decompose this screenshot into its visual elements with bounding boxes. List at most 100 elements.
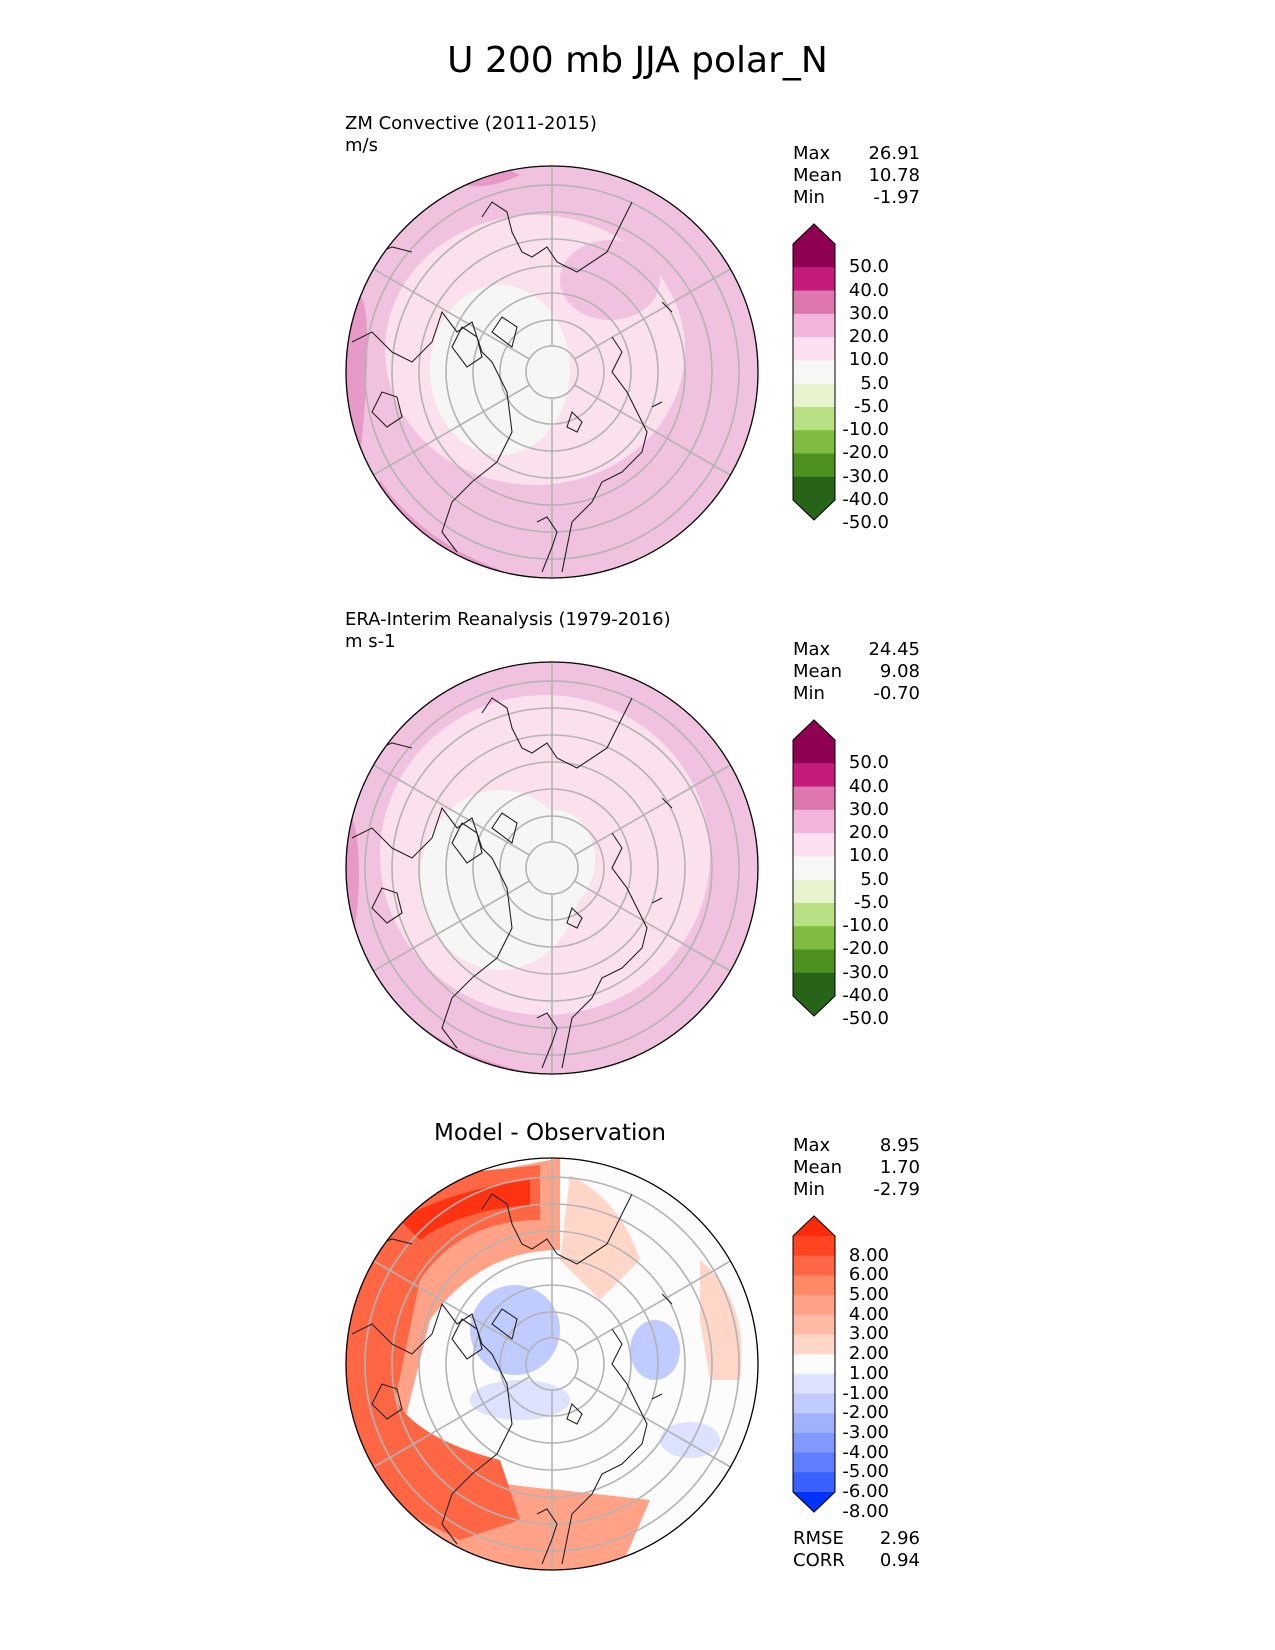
colorbar-tick-label: 8.00 (848, 1244, 889, 1266)
colorbar-segment (793, 926, 835, 950)
panel-1-map (345, 165, 759, 579)
colorbar-tick-label: -40.0 (842, 985, 889, 1006)
colorbar-segment (793, 453, 835, 478)
colorbar-tick-label: 50.0 (848, 256, 889, 278)
stat-mean-label: Mean (793, 661, 843, 682)
colorbar-segment (793, 902, 835, 927)
colorbar-segment (793, 1472, 835, 1493)
panel-2-units: m s-1 (345, 631, 396, 652)
colorbar-segment (793, 1255, 835, 1276)
colorbar-tick-label: -5.0 (853, 891, 889, 913)
colorbar-tick-label: -1.00 (842, 1382, 889, 1404)
colorbar-tick-label: -10.0 (842, 915, 889, 937)
colorbar-outline (792, 223, 836, 521)
stat-max-value: 8.95 (879, 1135, 920, 1156)
colorbar-tick-label: -8.00 (842, 1500, 889, 1522)
colorbar-extend-bottom (793, 996, 835, 1016)
colorbar-tick-label: 5.0 (860, 372, 889, 394)
colorbar-tick-label: -5.0 (853, 395, 889, 417)
colorbar-segment (793, 1334, 835, 1355)
colorbar-tick-label: -40.0 (842, 489, 889, 510)
colorbar-tick-label: 3.00 (848, 1323, 889, 1345)
colorbar-segment (793, 267, 835, 292)
colorbar-segment (793, 360, 835, 385)
stat-min-label: Min (793, 187, 825, 208)
metric-rmse-label: RMSE (793, 1528, 844, 1549)
colorbar-tick-label: 30.0 (848, 302, 889, 324)
colorbar-outline (792, 719, 836, 1017)
colorbar-tick-label: -50.0 (842, 1008, 889, 1030)
panel-3-colorbar (792, 1215, 836, 1513)
colorbar-tick-label: 5.0 (860, 868, 889, 890)
stat-mean-label: Mean (793, 1157, 843, 1178)
colorbar-tick-label: 10.0 (848, 845, 889, 867)
colorbar-tick-label: 30.0 (848, 798, 889, 820)
colorbar-tick-label: -2.00 (842, 1402, 889, 1424)
colorbar-extend-top (793, 720, 835, 740)
colorbar-segment (793, 476, 835, 501)
stat-max-value: 26.91 (868, 143, 920, 164)
panel-2-map (345, 661, 759, 1075)
colorbar-tick-label: -10.0 (842, 419, 889, 441)
colorbar-tick-label: -6.00 (842, 1481, 889, 1502)
colorbar-segment (793, 1354, 835, 1375)
colorbar-segment (793, 1413, 835, 1434)
metric-corr-value: 0.94 (879, 1550, 920, 1571)
colorbar-segment (793, 856, 835, 881)
panel-1-units: m/s (345, 135, 378, 156)
colorbar-segment (793, 786, 835, 811)
colorbar-tick-label: 20.0 (848, 326, 889, 348)
colorbar-segment (793, 740, 835, 764)
colorbar-segment (793, 244, 835, 268)
colorbar-segment (793, 383, 835, 408)
stat-min-label: Min (793, 1179, 825, 1200)
stat-min-value: -2.79 (873, 1179, 920, 1200)
stat-max-label: Max (793, 143, 831, 164)
colorbar-tick-label: 20.0 (848, 822, 889, 844)
panel-3-title: Model - Observation (433, 1120, 667, 1146)
colorbar-segment (793, 1373, 835, 1395)
colorbar-segment (793, 1393, 835, 1414)
colorbar-segment (793, 1452, 835, 1473)
figure-title: U 200 mb JJA polar_N (447, 40, 828, 81)
colorbar-tick-label: 40.0 (848, 279, 889, 301)
colorbar-segment (793, 1314, 835, 1335)
colorbar-segment (793, 972, 835, 997)
colorbar-segment (793, 763, 835, 788)
colorbar-segment (793, 430, 835, 454)
stat-min-value: -0.70 (873, 683, 920, 704)
metric-rmse-value: 2.96 (879, 1528, 920, 1549)
colorbar-tick-label: 5.00 (848, 1284, 889, 1306)
colorbar-segment (793, 1295, 835, 1316)
colorbar-tick-label: 6.00 (848, 1264, 889, 1286)
colorbar-segment (793, 290, 835, 315)
colorbar-tick-label: -20.0 (842, 938, 889, 960)
colorbar-tick-label: -3.00 (842, 1421, 889, 1443)
colorbar-segment (793, 406, 835, 431)
colorbar-tick-label: -50.0 (842, 512, 889, 534)
colorbar-extend-bottom (793, 1492, 835, 1512)
colorbar-segment (793, 879, 835, 904)
colorbar-segment (793, 833, 835, 857)
colorbar-tick-label: 10.0 (848, 349, 889, 371)
colorbar-outline (792, 1215, 836, 1513)
stat-min-value: -1.97 (873, 187, 920, 208)
colorbar-segment (793, 949, 835, 974)
colorbar-tick-label: 4.00 (848, 1303, 889, 1325)
colorbar-segment (793, 337, 835, 361)
colorbar-extend-top (793, 1216, 835, 1236)
colorbar-tick-label: 50.0 (848, 752, 889, 774)
colorbar-segment (793, 1275, 835, 1296)
panel-3-map (345, 1157, 759, 1571)
colorbar-segment (793, 313, 835, 338)
colorbar-tick-label: -4.00 (842, 1441, 889, 1463)
colorbar-tick-label: -20.0 (842, 442, 889, 464)
colorbar-segment (793, 809, 835, 834)
colorbar-tick-label: -30.0 (842, 961, 889, 983)
colorbar-extend-top (793, 224, 835, 244)
colorbar-tick-label: 40.0 (848, 775, 889, 797)
stat-mean-value: 10.78 (868, 165, 920, 186)
stat-mean-value: 1.70 (879, 1157, 920, 1178)
stat-mean-label: Mean (793, 165, 843, 186)
